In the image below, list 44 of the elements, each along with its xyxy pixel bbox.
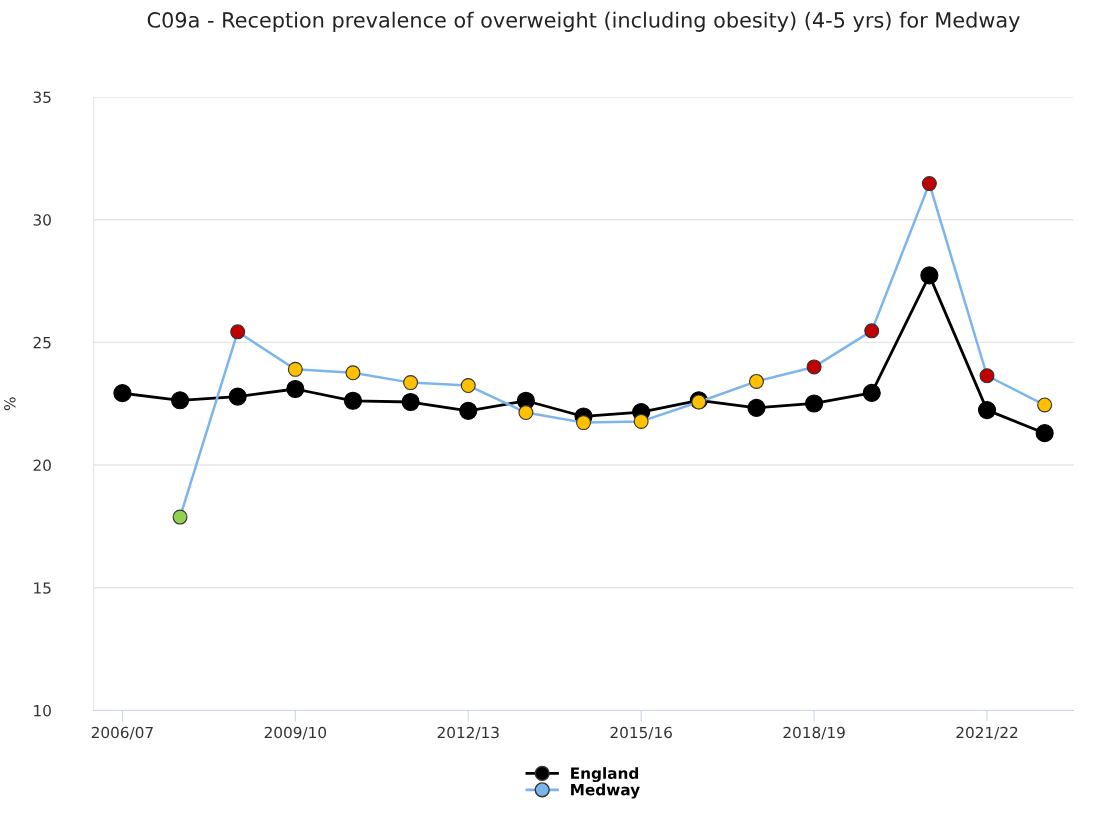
x-tick-label: 2018/19 (783, 726, 845, 740)
y-tick-label: 10 (34, 704, 51, 717)
point (343, 391, 363, 410)
point (805, 394, 824, 413)
point (401, 392, 420, 412)
point (747, 398, 766, 417)
y-tick-label: 35 (33, 91, 51, 104)
legend-label: Medway (571, 783, 640, 799)
point (228, 387, 247, 406)
point (459, 401, 478, 420)
point (864, 323, 880, 339)
point (172, 509, 188, 525)
y-tick-label: 25 (33, 336, 51, 349)
point (748, 373, 764, 389)
x-tick-label: 2006/07 (91, 726, 153, 740)
point (977, 401, 997, 420)
point (287, 361, 303, 377)
point (403, 375, 419, 391)
point (920, 266, 939, 285)
point (862, 383, 881, 402)
point (286, 379, 305, 399)
point (633, 413, 649, 429)
y-tick-label: 30 (33, 214, 51, 226)
point (806, 359, 822, 375)
point (576, 415, 592, 431)
point (170, 391, 190, 410)
legend-label: England (571, 767, 639, 783)
point (1035, 424, 1054, 443)
point (518, 405, 534, 421)
point (979, 368, 995, 384)
point (113, 384, 132, 403)
x-tick-label: 2009/10 (264, 726, 327, 740)
x-tick-label: 2015/16 (610, 726, 672, 740)
x-tick-label: 2012/13 (437, 726, 499, 740)
y-tick-label: 15 (34, 582, 51, 594)
x-tick-label: 2021/22 (956, 726, 1018, 740)
y-axis-title: % (4, 397, 16, 411)
chart-title: C09a - Reception prevalence of overweight (including obesity) (4-5 yrs) for Medway (147, 11, 1020, 32)
point (460, 378, 476, 394)
point (1037, 397, 1053, 413)
y-tick-label: 20 (33, 459, 51, 472)
point (230, 324, 246, 340)
point (921, 176, 937, 192)
point (345, 365, 361, 381)
